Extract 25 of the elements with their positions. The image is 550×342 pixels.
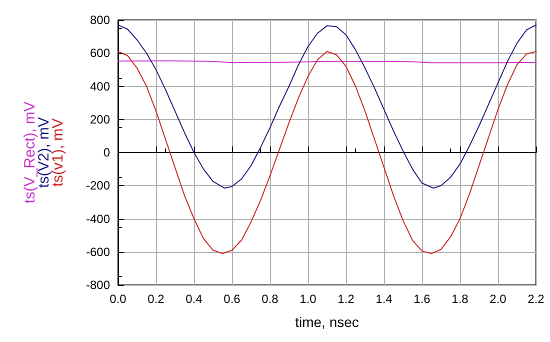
x-tick-label: 2.0 [490,292,507,306]
x-tick-label: 0.8 [262,292,279,306]
x-tick-label: 0.0 [110,292,127,306]
y-tick-label: 800 [90,13,110,27]
y-tick-label: 0 [103,146,110,160]
x-tick-label: 0.4 [186,292,203,306]
y-tick-label: -400 [86,212,110,226]
x-axis-title: time, nsec [295,314,359,330]
y-tick-label: -600 [86,244,110,259]
y-tick-label: 400 [90,79,110,94]
x-tick-label: 1.4 [376,292,393,306]
y-tick-label: -200 [86,178,110,193]
y-tick-label: 600 [90,46,110,60]
y-tick-label: 200 [90,112,110,126]
text: ts(V_Rect), mV [22,102,38,204]
x-tick-label: 2.2 [528,292,545,306]
line-series [118,24,536,189]
x-tick-label: 1.8 [452,292,469,306]
x-tick-label: 1.6 [414,292,431,306]
line-series [118,50,536,254]
y-tick-label: -800 [86,278,110,292]
x-tick-label: 0.6 [224,292,241,306]
x-tick-label: 1.0 [300,292,317,306]
x-tick-label: 1.2 [338,292,355,306]
x-tick-label: 0.2 [148,292,165,306]
